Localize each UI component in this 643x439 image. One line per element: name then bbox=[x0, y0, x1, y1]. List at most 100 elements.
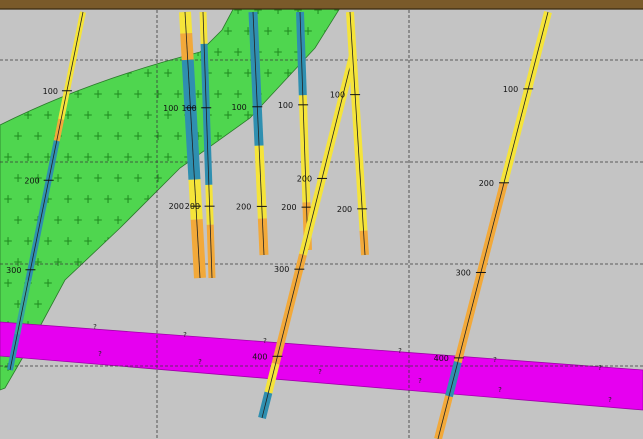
intrusion-symbol: + bbox=[93, 129, 103, 143]
intrusion-symbol: + bbox=[23, 108, 33, 122]
depth-label: 200 bbox=[337, 205, 352, 214]
depth-label: 200 bbox=[297, 174, 312, 183]
intrusion-symbol: + bbox=[263, 66, 273, 80]
intrusion-symbol: + bbox=[3, 234, 13, 248]
intrusion-symbol: + bbox=[143, 66, 153, 80]
intrusion-symbol: + bbox=[83, 108, 93, 122]
intrusion-symbol: + bbox=[143, 108, 153, 122]
depth-label: 400 bbox=[434, 354, 449, 363]
intrusion-symbol: + bbox=[153, 87, 163, 101]
intrusion-symbol: + bbox=[53, 171, 63, 185]
intrusion-symbol: + bbox=[163, 66, 173, 80]
drill-hole-f[interactable]: 200 300 400 bbox=[252, 54, 357, 419]
intrusion-symbol: + bbox=[243, 24, 253, 38]
intrusion-symbol: + bbox=[113, 129, 123, 143]
intrusion-symbol: + bbox=[13, 129, 23, 143]
vein-symbol: ? bbox=[93, 323, 97, 331]
depth-label: 200 bbox=[236, 202, 251, 211]
vein-symbol: ? bbox=[318, 368, 322, 376]
intrusion-symbol: + bbox=[213, 87, 223, 101]
intrusion-symbol: + bbox=[213, 45, 223, 59]
vein-symbol: ? bbox=[263, 337, 267, 345]
intrusion-symbol: + bbox=[43, 192, 53, 206]
intrusion-symbol: + bbox=[73, 87, 83, 101]
hole-trace bbox=[261, 54, 354, 419]
drill-hole-b[interactable]: 100 200 bbox=[163, 11, 206, 279]
intrusion-symbol: + bbox=[123, 192, 133, 206]
vein-symbol: ? bbox=[608, 396, 612, 404]
depth-label: 200 bbox=[479, 179, 494, 188]
vein-symbol: ? bbox=[493, 356, 497, 364]
depth-label: 100 bbox=[503, 85, 518, 94]
drill-hole-c[interactable]: 100 200 bbox=[181, 11, 216, 279]
intrusion-symbol: + bbox=[73, 129, 83, 143]
vein-symbols: ???????????? bbox=[93, 323, 612, 404]
vein-symbol: ? bbox=[198, 358, 202, 366]
intrusion-symbol: + bbox=[333, 3, 343, 17]
intrusion-symbol: + bbox=[73, 171, 83, 185]
hole-trace bbox=[299, 11, 309, 251]
depth-label: 300 bbox=[6, 266, 21, 275]
intrusion-symbol: + bbox=[293, 3, 303, 17]
intrusion-symbol: + bbox=[63, 234, 73, 248]
intrusion-symbol: + bbox=[273, 3, 283, 17]
intrusion-symbol: + bbox=[133, 129, 143, 143]
vein-symbol: ? bbox=[98, 350, 102, 358]
intrusion-symbol: + bbox=[43, 108, 53, 122]
intrusion-symbol: + bbox=[143, 150, 153, 164]
intrusion-symbol: + bbox=[83, 150, 93, 164]
ground-surface bbox=[0, 0, 643, 9]
drill-hole-h[interactable]: 100 200 300 400 bbox=[434, 11, 552, 439]
drill-hole-d[interactable]: 100 200 bbox=[232, 11, 269, 256]
intrusion-symbol: + bbox=[113, 171, 123, 185]
intrusion-symbol: + bbox=[93, 171, 103, 185]
vein-symbol: ? bbox=[398, 347, 402, 355]
intrusion-symbol: + bbox=[123, 150, 133, 164]
intrusion-symbol: + bbox=[113, 87, 123, 101]
intrusion-symbol: + bbox=[153, 129, 163, 143]
intrusion-symbol: + bbox=[13, 213, 23, 227]
intrusion-symbol: + bbox=[33, 297, 43, 311]
depth-label: 300 bbox=[456, 268, 471, 277]
hole-trace bbox=[202, 11, 213, 279]
intrusion-symbol: + bbox=[263, 24, 273, 38]
depth-label: 200 bbox=[185, 202, 200, 211]
intrusion-symbol: + bbox=[243, 66, 253, 80]
vein-symbol: ? bbox=[498, 386, 502, 394]
intrusion-symbol: + bbox=[33, 255, 43, 269]
intrusion-symbol: + bbox=[13, 297, 23, 311]
intrusion-symbol: + bbox=[253, 3, 263, 17]
intrusion-symbol: + bbox=[113, 213, 123, 227]
intrusion-symbol: + bbox=[233, 45, 243, 59]
intrusion-symbol: + bbox=[303, 24, 313, 38]
intrusion-symbol: + bbox=[3, 150, 13, 164]
intrusion-symbol: + bbox=[3, 276, 13, 290]
intrusion-symbol: + bbox=[23, 192, 33, 206]
intrusion-symbol: + bbox=[53, 213, 63, 227]
intrusion-symbol: + bbox=[73, 255, 83, 269]
intrusion-symbol: + bbox=[23, 150, 33, 164]
drill-hole-a[interactable]: 100 200 300 bbox=[6, 11, 86, 371]
intrusion-symbol: + bbox=[103, 192, 113, 206]
intrusion-symbol: + bbox=[223, 66, 233, 80]
intrusion-symbol: + bbox=[283, 24, 293, 38]
depth-label: 300 bbox=[274, 265, 289, 274]
intrusion-symbol: + bbox=[273, 45, 283, 59]
intrusion-symbol: + bbox=[153, 171, 163, 185]
intrusion-symbol: + bbox=[223, 108, 233, 122]
intrusion-symbol: + bbox=[213, 129, 223, 143]
depth-label: 400 bbox=[252, 352, 267, 361]
intrusion-symbol: + bbox=[173, 129, 183, 143]
intrusion-symbol: + bbox=[243, 108, 253, 122]
intrusion-symbol: + bbox=[23, 234, 33, 248]
drill-hole-g[interactable]: 100 200 bbox=[330, 11, 369, 256]
intrusion-symbol: + bbox=[83, 192, 93, 206]
intrusion-symbol: + bbox=[233, 87, 243, 101]
depth-label: 100 bbox=[278, 101, 293, 110]
depth-label: 100 bbox=[232, 103, 247, 112]
intrusion-symbol: + bbox=[103, 150, 113, 164]
intrusion-symbol: + bbox=[133, 171, 143, 185]
intrusion-symbol: + bbox=[173, 87, 183, 101]
drill-holes: 1002003001002001002001002001002002003004… bbox=[6, 11, 552, 439]
